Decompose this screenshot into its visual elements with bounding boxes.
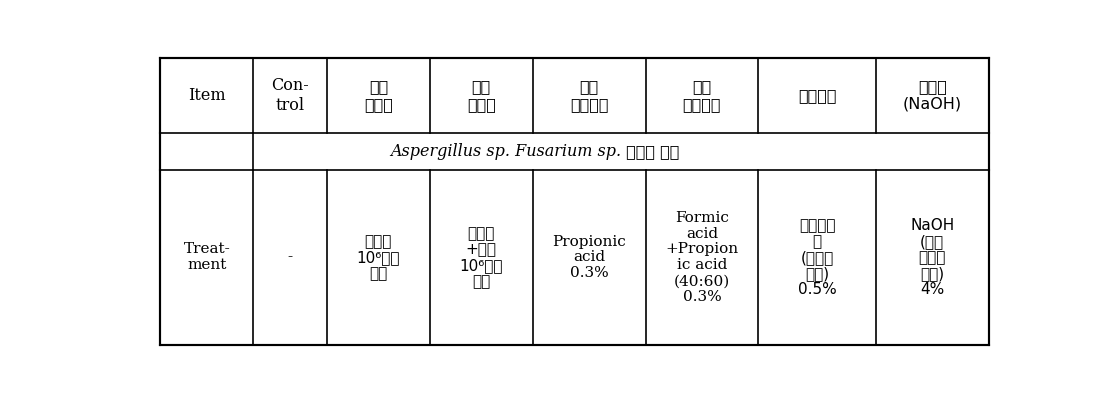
Text: 암모니아: 암모니아 xyxy=(798,88,836,103)
Text: +Propion: +Propion xyxy=(665,242,738,257)
Text: acid: acid xyxy=(573,250,605,265)
Text: 4%: 4% xyxy=(920,282,945,297)
Text: Item: Item xyxy=(188,87,225,104)
Text: Aspergillus sp. Fusarium sp.: Aspergillus sp. Fusarium sp. xyxy=(390,143,620,160)
Text: -: - xyxy=(287,250,293,265)
Text: 10⁶으로: 10⁶으로 xyxy=(460,258,503,273)
Text: 복합
유기산제: 복합 유기산제 xyxy=(683,79,722,112)
Text: 암모니아: 암모니아 xyxy=(799,218,836,233)
Text: 0.3%: 0.3% xyxy=(569,266,608,280)
Text: 사용): 사용) xyxy=(920,266,945,281)
Text: 복합
생균제: 복합 생균제 xyxy=(467,79,496,112)
Text: +효모: +효모 xyxy=(466,242,497,257)
Text: 첨가: 첨가 xyxy=(472,274,491,289)
Text: ic acid: ic acid xyxy=(677,258,727,272)
Text: 10⁶으로: 10⁶으로 xyxy=(356,250,400,265)
Text: 배양물 오염: 배양물 오염 xyxy=(620,144,679,159)
Text: 단일
유기산제: 단일 유기산제 xyxy=(569,79,608,112)
Text: Con-
trol: Con- trol xyxy=(271,77,309,114)
Text: (40:60): (40:60) xyxy=(674,274,730,288)
Text: (희석수: (희석수 xyxy=(800,250,834,265)
Text: Propionic: Propionic xyxy=(553,234,626,249)
Text: 수용액: 수용액 xyxy=(919,250,946,265)
Text: 사용): 사용) xyxy=(805,266,829,281)
Text: 0.3%: 0.3% xyxy=(683,290,722,304)
Text: 단일
생균제: 단일 생균제 xyxy=(364,79,393,112)
Text: Formic: Formic xyxy=(675,211,729,225)
Text: 알카리
(NaOH): 알카리 (NaOH) xyxy=(902,79,962,112)
Text: 수: 수 xyxy=(813,234,821,249)
Text: (희석: (희석 xyxy=(920,234,945,249)
Text: NaOH: NaOH xyxy=(910,218,955,233)
Text: 0.5%: 0.5% xyxy=(798,282,837,297)
Text: 유산균: 유산균 xyxy=(467,226,495,241)
Text: acid: acid xyxy=(686,227,718,241)
Text: 첨가: 첨가 xyxy=(370,266,387,281)
Text: 유산균: 유산균 xyxy=(365,234,392,249)
Text: Treat-
ment: Treat- ment xyxy=(183,242,230,272)
